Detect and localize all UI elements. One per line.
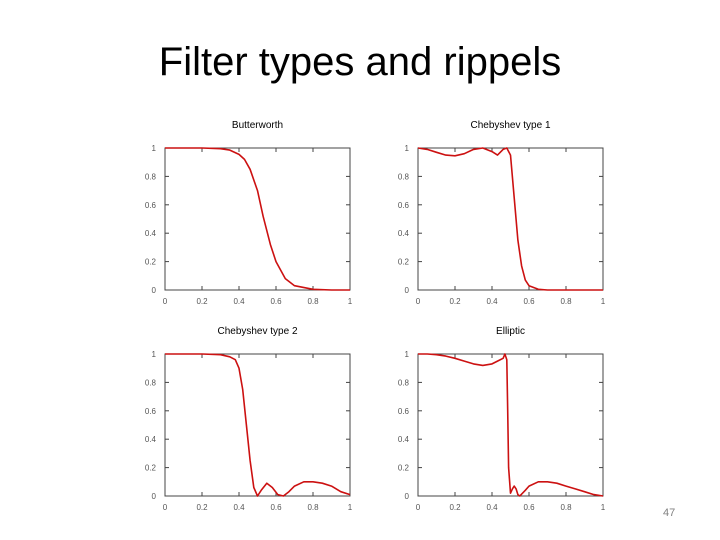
x-tick-label: 0.2 <box>196 297 208 306</box>
plot-frame <box>164 147 351 291</box>
plot-frame <box>417 147 604 291</box>
y-tick-label: 1 <box>152 144 157 153</box>
x-tick-label: 1 <box>601 297 606 306</box>
plot-frame <box>164 353 351 497</box>
y-tick-label: 1 <box>405 350 410 359</box>
y-tick-label: 0.2 <box>398 258 410 267</box>
chart-title: Elliptic <box>496 326 525 337</box>
y-tick-label: 1 <box>405 144 410 153</box>
page-number: 47 <box>663 507 676 519</box>
x-tick-label: 0.8 <box>560 503 572 512</box>
slide-title: Filter types and rippels <box>158 40 562 84</box>
chart-title: Chebyshev type 2 <box>217 326 297 337</box>
y-tick-label: 0 <box>152 286 157 295</box>
plot-frame <box>417 353 604 497</box>
y-tick-label: 0.4 <box>398 435 410 444</box>
y-tick-label: 0.8 <box>145 172 157 181</box>
y-tick-label: 0.6 <box>398 407 410 416</box>
y-tick-label: 0.4 <box>145 435 157 444</box>
x-tick-label: 0.8 <box>307 503 319 512</box>
x-tick-label: 1 <box>348 503 353 512</box>
x-tick-label: 0.4 <box>486 503 498 512</box>
y-tick-label: 0.8 <box>398 172 410 181</box>
y-tick-label: 0.6 <box>145 201 157 210</box>
chart-title: Butterworth <box>232 120 283 131</box>
response-line <box>417 147 603 291</box>
y-tick-label: 0.6 <box>145 407 157 416</box>
y-tick-label: 0.2 <box>145 258 157 267</box>
x-tick-label: 0.2 <box>196 503 208 512</box>
x-tick-label: 0.2 <box>449 297 461 306</box>
y-tick-label: 0.8 <box>145 378 157 387</box>
x-tick-label: 0 <box>416 503 421 512</box>
x-tick-label: 0 <box>163 297 168 306</box>
x-tick-label: 0 <box>416 297 421 306</box>
x-tick-label: 1 <box>348 297 353 306</box>
x-tick-label: 0.6 <box>270 297 282 306</box>
y-tick-label: 0 <box>405 492 410 501</box>
response-line <box>418 353 604 497</box>
x-tick-label: 0.6 <box>523 297 535 306</box>
chart-title: Chebyshev type 1 <box>470 120 550 131</box>
y-tick-label: 0.2 <box>145 464 157 473</box>
y-tick-label: 0.4 <box>145 229 157 238</box>
y-tick-label: 0 <box>152 492 157 501</box>
y-tick-label: 0.6 <box>398 201 410 210</box>
x-tick-label: 0.4 <box>486 297 498 306</box>
response-line <box>165 353 351 497</box>
x-tick-label: 0.6 <box>270 503 282 512</box>
x-tick-label: 0.6 <box>523 503 535 512</box>
response-line <box>165 147 350 291</box>
chart-elliptic: Elliptic 0 0.2 0.4 0.6 0.8 1 0 0.2 0.4 0.6 0.8 1 <box>398 326 606 512</box>
y-tick-label: 0.4 <box>398 229 410 238</box>
x-tick-label: 0.8 <box>307 297 319 306</box>
x-tick-label: 1 <box>601 503 606 512</box>
x-tick-label: 0.4 <box>233 297 245 306</box>
y-tick-label: 0 <box>405 286 410 295</box>
chart-chebyshev-type-2: Chebyshev type 2 0 0.2 0.4 0.6 0.8 1 0 0.2 0.4 0.6… <box>145 326 353 512</box>
x-tick-label: 0.2 <box>449 503 461 512</box>
chart-butterworth: Butterworth 0 0.2 0.4 0.6 0.8 1 0 0.2 0.4 0.6 0.8 1 <box>145 120 353 306</box>
x-tick-label: 0.8 <box>560 297 572 306</box>
y-tick-label: 0.2 <box>398 464 410 473</box>
x-tick-label: 0 <box>163 503 168 512</box>
y-tick-label: 0.8 <box>398 378 410 387</box>
x-tick-label: 0.4 <box>233 503 245 512</box>
chart-chebyshev-type-1: Chebyshev type 1 0 0.2 0.4 0.6 0.8 1 0 0.2 0.4 0.6… <box>398 120 606 306</box>
y-tick-label: 1 <box>152 350 157 359</box>
